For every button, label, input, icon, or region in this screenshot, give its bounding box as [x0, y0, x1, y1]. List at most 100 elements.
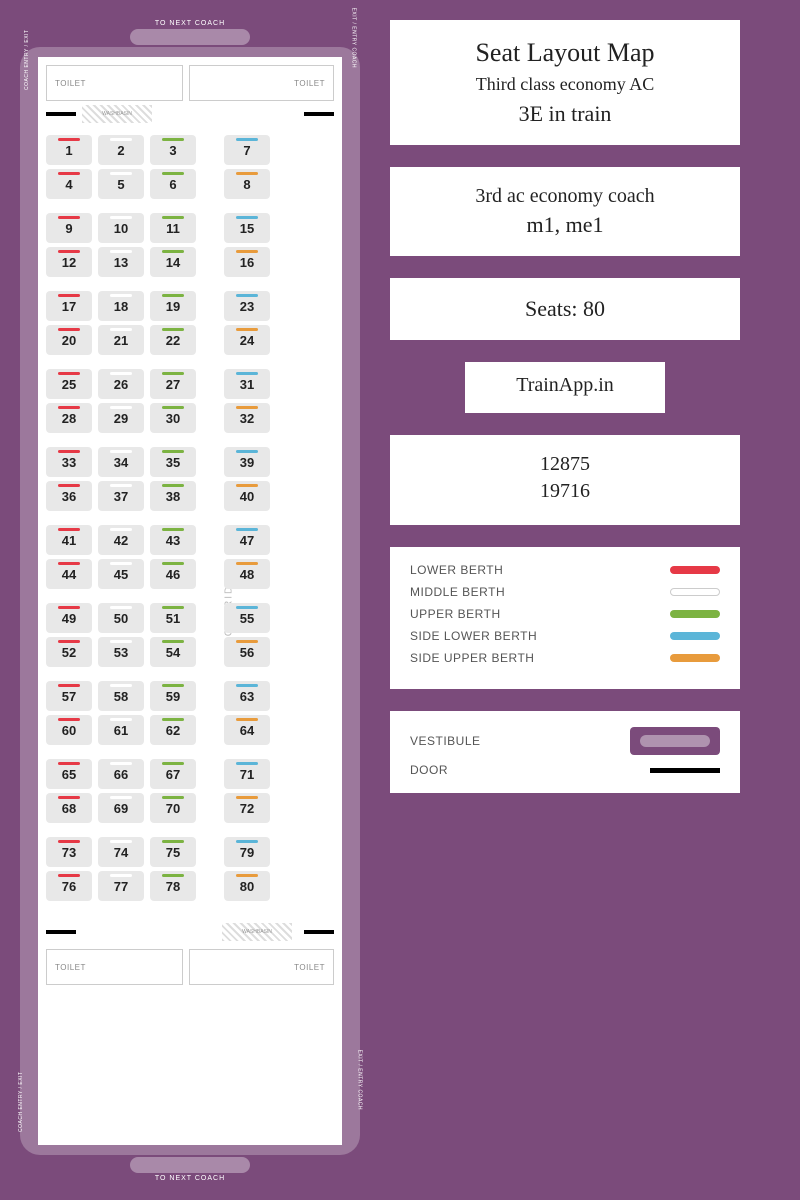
seat-40: 40	[224, 481, 270, 511]
coach-inner: TOILET TOILET WASHBASIN CORRIDOR 1237456…	[38, 57, 342, 1145]
train-nums-card: 12875 19716	[390, 435, 740, 525]
seat-39: 39	[224, 447, 270, 477]
toilet-row-top: TOILET TOILET	[46, 65, 334, 101]
seat-14: 14	[150, 247, 196, 277]
brand: TrainApp.in	[483, 374, 647, 397]
symbol-legend: VESTIBULE DOOR	[390, 711, 740, 793]
seat-27: 27	[150, 369, 196, 399]
seat-75: 75	[150, 837, 196, 867]
seat-57: 57	[46, 681, 92, 711]
seats-card: Seats: 80	[390, 278, 740, 340]
seat-74: 74	[98, 837, 144, 867]
seat-28: 28	[46, 403, 92, 433]
seat-25: 25	[46, 369, 92, 399]
toilet-top-right: TOILET	[189, 65, 334, 101]
legend-vestibule-label: VESTIBULE	[410, 734, 481, 748]
seat-70: 70	[150, 793, 196, 823]
seats-count: Seats: 80	[410, 296, 720, 322]
legend-middle: MIDDLE BERTH	[410, 585, 720, 599]
seat-32: 32	[224, 403, 270, 433]
seat-20: 20	[46, 325, 92, 355]
seat-50: 50	[98, 603, 144, 633]
legend-lower: LOWER BERTH	[410, 563, 720, 577]
seat-48: 48	[224, 559, 270, 589]
washbasin-row-top: WASHBASIN	[46, 105, 334, 123]
vestibule-bottom	[130, 1157, 250, 1173]
berth-legend: LOWER BERTH MIDDLE BERTH UPPER BERTH SID…	[390, 547, 740, 689]
seat-77: 77	[98, 871, 144, 901]
legend-sidelower-label: SIDE LOWER BERTH	[410, 629, 537, 643]
coach-nums: m1, me1	[410, 212, 720, 238]
seat-5: 5	[98, 169, 144, 199]
vestibule-swatch	[630, 727, 720, 755]
seat-55: 55	[224, 603, 270, 633]
seat-12: 12	[46, 247, 92, 277]
train-num-1: 12875	[410, 453, 720, 476]
legend-lower-label: LOWER BERTH	[410, 563, 503, 577]
title-card: Seat Layout Map Third class economy AC 3…	[390, 20, 740, 145]
door-bottom-left	[46, 930, 76, 934]
seat-72: 72	[224, 793, 270, 823]
washbasin-bottom: WASHBASIN	[222, 923, 292, 941]
coach-diagram: TO NEXT COACH COACH ENTRY / EXIT EXIT / …	[20, 20, 360, 1180]
washbasin-row-bottom: WASHBASIN	[46, 923, 334, 941]
seat-18: 18	[98, 291, 144, 321]
map-code: 3E in train	[410, 101, 720, 127]
info-panel: Seat Layout Map Third class economy AC 3…	[390, 20, 740, 1180]
legend-vestibule: VESTIBULE	[410, 727, 720, 755]
train-num-2: 19716	[410, 480, 720, 503]
seat-64: 64	[224, 715, 270, 745]
seat-10: 10	[98, 213, 144, 243]
seat-23: 23	[224, 291, 270, 321]
toilet-top-left: TOILET	[46, 65, 183, 101]
seat-7: 7	[224, 135, 270, 165]
seat-34: 34	[98, 447, 144, 477]
seat-38: 38	[150, 481, 196, 511]
seat-76: 76	[46, 871, 92, 901]
seat-56: 56	[224, 637, 270, 667]
toilet-bottom-left: TOILET	[46, 949, 183, 985]
seat-41: 41	[46, 525, 92, 555]
seat-16: 16	[224, 247, 270, 277]
seat-49: 49	[46, 603, 92, 633]
seat-46: 46	[150, 559, 196, 589]
door-top-right	[304, 112, 334, 116]
legend-upper-swatch	[670, 610, 720, 618]
seat-19: 19	[150, 291, 196, 321]
coach-type: 3rd ac economy coach	[410, 185, 720, 208]
seat-area: 1237456891011151213141617181923202122242…	[46, 131, 334, 919]
seat-30: 30	[150, 403, 196, 433]
seat-54: 54	[150, 637, 196, 667]
door-top-left	[46, 112, 76, 116]
map-title: Seat Layout Map	[410, 38, 720, 68]
seat-29: 29	[98, 403, 144, 433]
seat-33: 33	[46, 447, 92, 477]
seat-44: 44	[46, 559, 92, 589]
seat-11: 11	[150, 213, 196, 243]
next-coach-top-label: TO NEXT COACH	[20, 20, 360, 27]
seat-66: 66	[98, 759, 144, 789]
seat-47: 47	[224, 525, 270, 555]
seat-51: 51	[150, 603, 196, 633]
seat-24: 24	[224, 325, 270, 355]
map-subtitle: Third class economy AC	[410, 74, 720, 95]
seat-67: 67	[150, 759, 196, 789]
seat-60: 60	[46, 715, 92, 745]
seat-2: 2	[98, 135, 144, 165]
door-bottom-right	[304, 930, 334, 934]
legend-upper: UPPER BERTH	[410, 607, 720, 621]
seat-59: 59	[150, 681, 196, 711]
toilet-row-bottom: TOILET TOILET	[46, 949, 334, 985]
toilet-bottom-right: TOILET	[189, 949, 334, 985]
seat-78: 78	[150, 871, 196, 901]
seat-8: 8	[224, 169, 270, 199]
seat-80: 80	[224, 871, 270, 901]
washbasin-top: WASHBASIN	[82, 105, 152, 123]
next-coach-bottom-label: TO NEXT COACH	[20, 1175, 360, 1182]
seat-68: 68	[46, 793, 92, 823]
door-swatch	[650, 768, 720, 773]
vestibule-top	[130, 29, 250, 45]
seat-9: 9	[46, 213, 92, 243]
seat-13: 13	[98, 247, 144, 277]
legend-middle-swatch	[670, 588, 720, 596]
